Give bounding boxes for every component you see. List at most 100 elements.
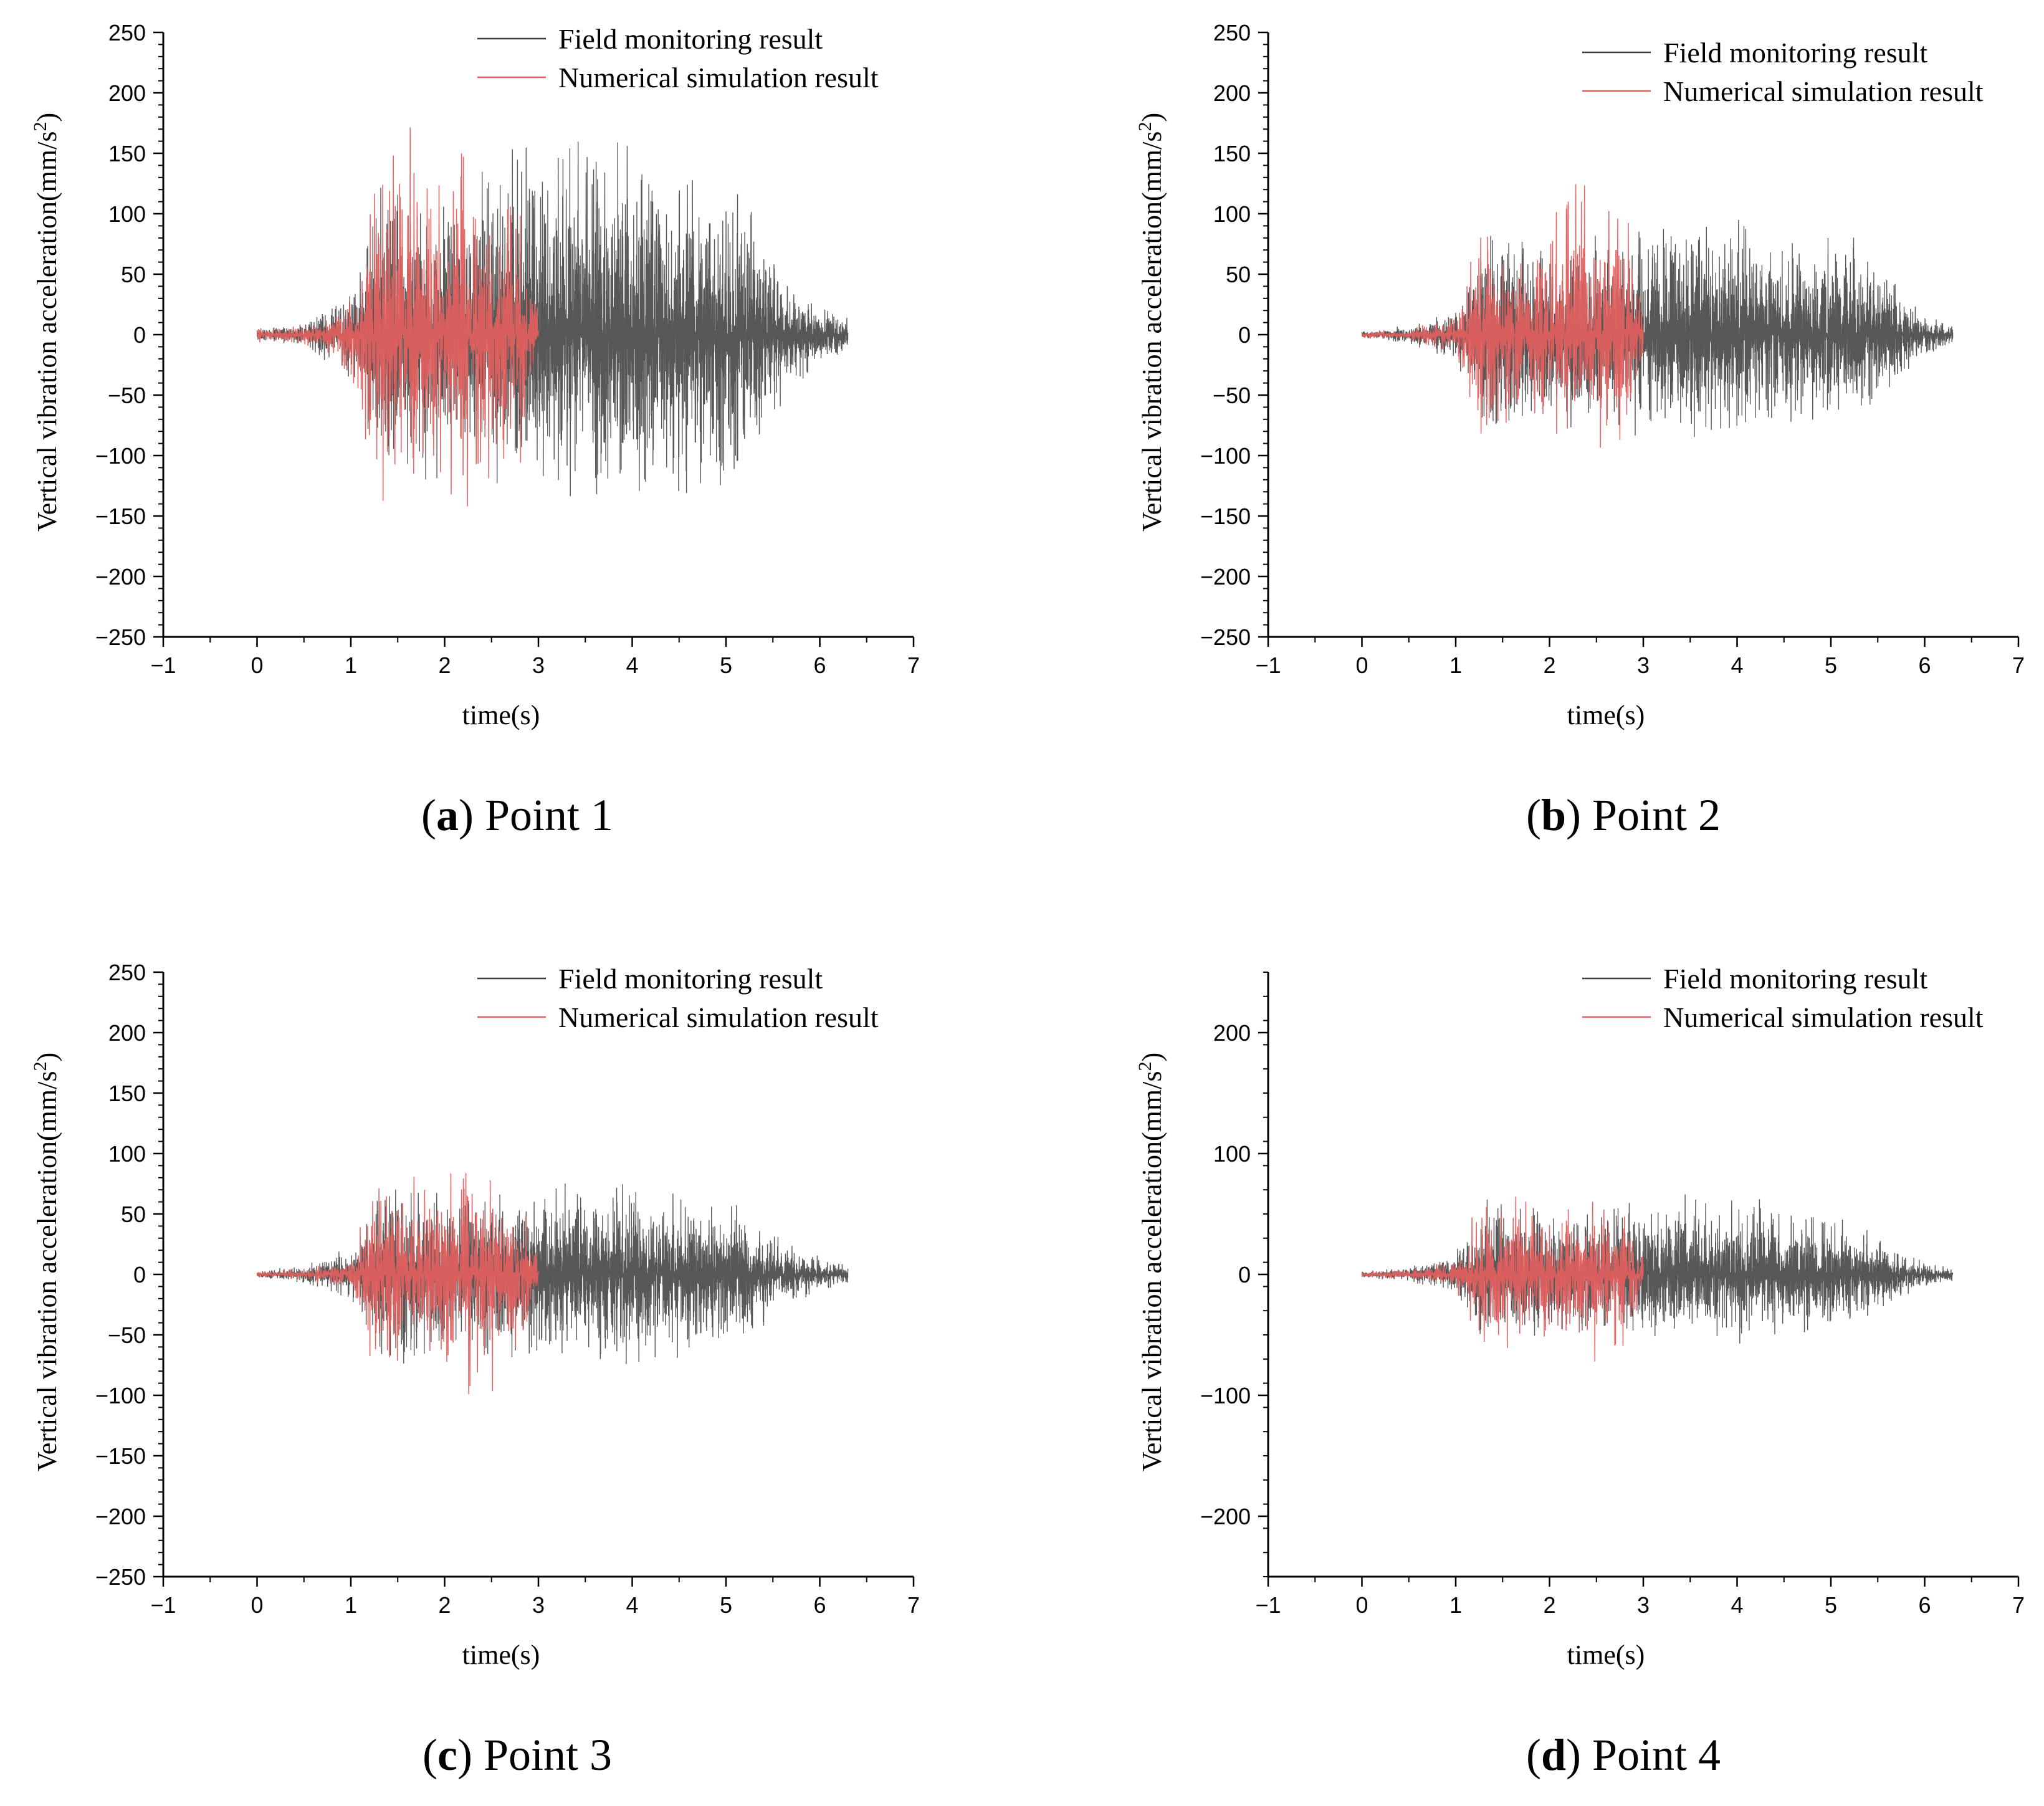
x-tick-label: 1 (345, 652, 357, 678)
field-monitoring-series (256, 141, 849, 497)
chart-panel-d: −1 0 1 2 3 4 5 6 7 −200 −100 0 100 200 time(s) Vertical… (1135, 963, 2025, 1780)
x-tick-label: 4 (1731, 652, 1743, 678)
y-tick-label: 0 (1238, 1262, 1251, 1288)
caption-paren-open: ( (1526, 790, 1541, 840)
x-tick-label: 7 (907, 1592, 920, 1618)
x-tick-label: 6 (813, 1592, 826, 1618)
y-tick-label: −100 (1200, 443, 1251, 469)
caption-title: Point 4 (1592, 1730, 1721, 1780)
x-tick-label: 2 (438, 1592, 451, 1618)
x-tick-label: 3 (532, 652, 545, 678)
caption-paren-close: ) (1566, 790, 1592, 840)
x-tick-label: 0 (251, 1592, 263, 1618)
x-axis-title: time(s) (1567, 700, 1645, 730)
y-tick-label: −250 (95, 624, 146, 650)
caption-letter: a (436, 790, 459, 840)
y-tick-label: −150 (1200, 504, 1251, 529)
caption-paren-close: ) (1566, 1730, 1592, 1780)
y-tick-label: −200 (1200, 564, 1251, 590)
panel-caption: (a) Point 1 (421, 790, 613, 840)
legend-label-field: Field monitoring result (558, 23, 823, 55)
y-tick-label: 200 (1213, 80, 1251, 106)
caption-letter: d (1541, 1730, 1566, 1780)
field-monitoring-series (1361, 1194, 1954, 1344)
y-tick-label: 0 (133, 1262, 146, 1288)
legend-label-field: Field monitoring result (558, 963, 823, 995)
legend-label-simulation: Numerical simulation result (558, 62, 879, 93)
y-axis-title-main: Vertical vibration acceleration(mm/s (1137, 131, 1167, 532)
x-tick-label: 3 (532, 1592, 545, 1618)
x-axis-title: time(s) (462, 700, 540, 730)
x-tick-label: 1 (1449, 1592, 1462, 1618)
x-tick-label: 0 (251, 652, 263, 678)
caption-paren-open: ( (1526, 1730, 1541, 1780)
y-tick-label: 100 (1213, 201, 1251, 227)
x-tick-label: 2 (438, 652, 451, 678)
x-tick-label: 5 (720, 1592, 732, 1618)
x-tick-label: 5 (1825, 1592, 1837, 1618)
x-tick-label: 5 (720, 652, 732, 678)
x-axis-title: time(s) (462, 1640, 540, 1670)
y-axis-title-sup: 2 (30, 1062, 50, 1071)
y-axis-title: Vertical vibration acceleration(mm/s2) (30, 1053, 62, 1471)
y-tick-label: −100 (95, 443, 146, 469)
y-axis-title-main: Vertical vibration acceleration(mm/s (32, 131, 62, 532)
y-tick-label: 200 (108, 1020, 146, 1046)
x-axis-title: time(s) (1567, 1640, 1645, 1670)
numerical-simulation-series (256, 1173, 539, 1395)
y-tick-label: 150 (1213, 141, 1251, 166)
y-axis-title-close: ) (32, 113, 62, 122)
x-tick-label: −1 (1255, 652, 1281, 678)
y-axis-title-close: ) (32, 1053, 62, 1062)
x-tick-label: 1 (345, 1592, 357, 1618)
y-tick-label: 50 (1226, 262, 1251, 287)
caption-paren-open: ( (423, 1730, 437, 1780)
legend-label-field: Field monitoring result (1663, 37, 1927, 69)
y-tick-label: 0 (133, 322, 146, 348)
caption-paren-open: ( (421, 790, 436, 840)
x-tick-label: 0 (1355, 1592, 1368, 1618)
y-tick-label: 150 (108, 1081, 146, 1106)
x-tick-label: 4 (626, 652, 638, 678)
y-tick-label: −200 (1200, 1504, 1251, 1529)
y-tick-label: 0 (1238, 322, 1251, 348)
field-monitoring-series (256, 1183, 849, 1364)
y-axis-title-close: ) (1137, 1053, 1167, 1062)
chart-panel-a: −1 0 1 2 3 4 5 6 7 −250 −200 −150 −100 −50 0 50 100 150 20… (30, 20, 920, 840)
panel-caption: (b) Point 2 (1526, 790, 1721, 840)
caption-title: Point 2 (1592, 790, 1721, 840)
x-tick-label: 2 (1543, 652, 1555, 678)
y-tick-label: −50 (108, 1322, 146, 1348)
legend-label-simulation: Numerical simulation result (1663, 1001, 1984, 1033)
caption-letter: c (437, 1730, 457, 1780)
y-tick-label: −100 (1200, 1383, 1251, 1408)
y-tick-label: 50 (121, 262, 146, 287)
panel-caption: (c) Point 3 (423, 1730, 612, 1780)
numerical-simulation-series (1361, 184, 1644, 448)
y-axis-title-main: Vertical vibration acceleration(mm/s (32, 1071, 62, 1472)
chart-panel-b: −1 0 1 2 3 4 5 6 7 −250 −200 −150 −100 −50 0 50 100 150 20… (1135, 20, 2025, 840)
x-tick-label: 5 (1825, 652, 1837, 678)
chart-panel-c: −1 0 1 2 3 4 5 6 7 −250 −200 −150 −100 −50 0 50 100 150 20… (30, 960, 920, 1780)
y-tick-label: 200 (1213, 1020, 1251, 1046)
y-axis-title: Vertical vibration acceleration(mm/s2) (30, 113, 62, 532)
y-tick-label: −250 (1200, 624, 1251, 650)
y-tick-label: 250 (108, 20, 146, 45)
y-axis-title-sup: 2 (30, 122, 50, 131)
x-tick-label: 7 (2012, 652, 2025, 678)
y-axis-title-sup: 2 (1135, 122, 1155, 131)
x-tick-label: −1 (150, 652, 176, 678)
caption-paren-close: ) (459, 790, 485, 840)
y-axis-title-close: ) (1137, 113, 1167, 122)
y-tick-label: 250 (1213, 20, 1251, 45)
numerical-simulation-series (256, 127, 539, 507)
legend-label-field: Field monitoring result (1663, 963, 1927, 995)
panel-caption: (d) Point 4 (1526, 1730, 1721, 1780)
caption-title: Point 3 (484, 1730, 612, 1780)
y-axis-title-main: Vertical vibration acceleration(mm/s (1137, 1071, 1167, 1472)
x-tick-label: −1 (150, 1592, 176, 1618)
x-tick-label: 4 (626, 1592, 638, 1618)
x-tick-label: 3 (1637, 652, 1650, 678)
y-tick-label: −100 (95, 1383, 146, 1408)
caption-title: Point 1 (485, 790, 613, 840)
